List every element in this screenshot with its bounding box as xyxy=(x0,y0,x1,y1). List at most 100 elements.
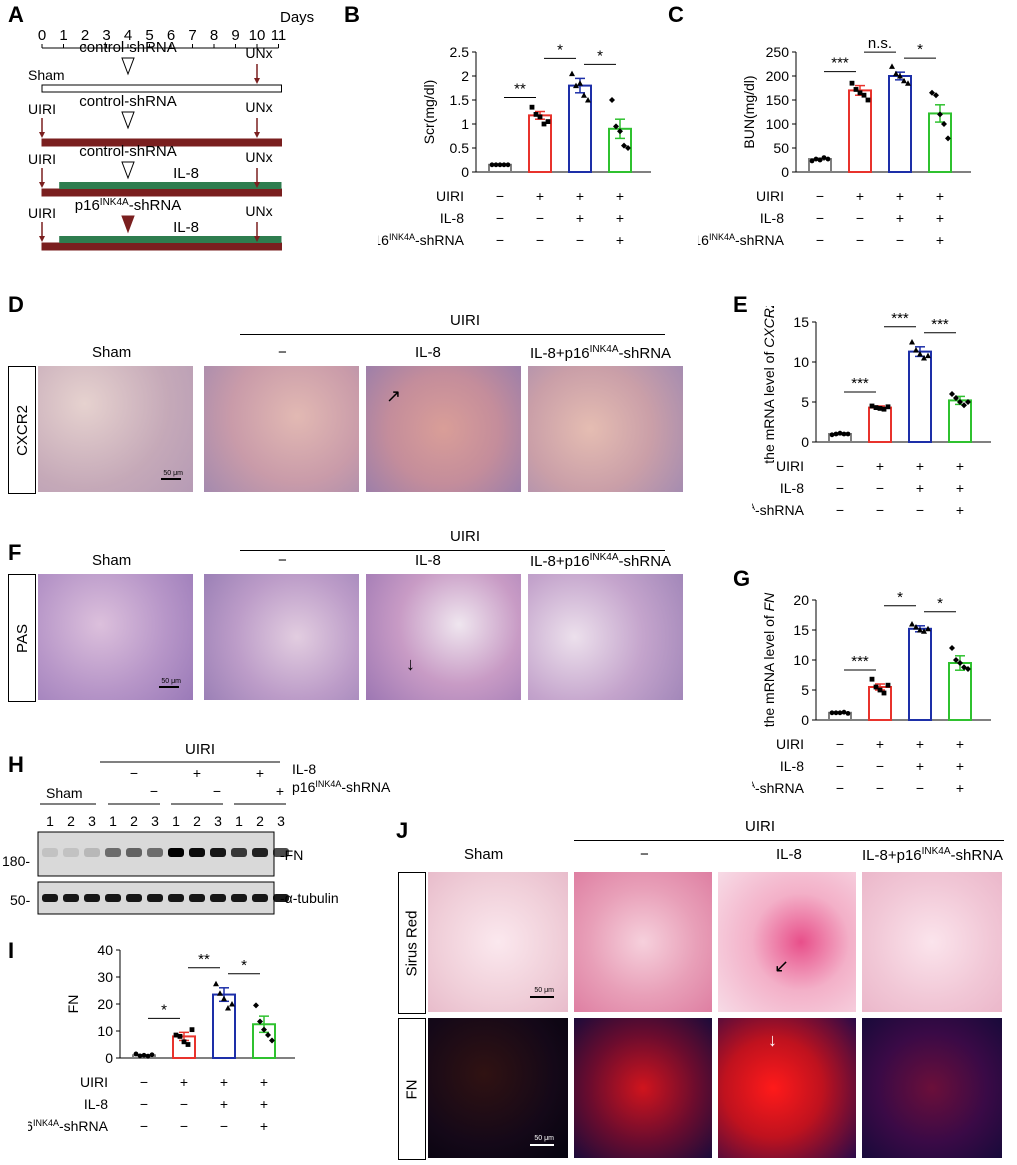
data-point xyxy=(901,77,907,84)
lane-number: 2 xyxy=(256,813,264,829)
data-point xyxy=(921,628,927,634)
tubulin-band xyxy=(273,894,289,902)
condition-sign: − xyxy=(916,502,924,518)
f-img-il8-shrna xyxy=(528,574,683,700)
lane-number: 1 xyxy=(46,813,54,829)
d-uiri-label: UIRI xyxy=(450,312,480,329)
y-axis-label: BUN(mg/dl) xyxy=(741,75,757,148)
condition-label: IL-8 xyxy=(780,480,804,496)
panel-letter-c: C xyxy=(668,2,684,27)
data-point xyxy=(873,405,879,410)
condition-sign: + xyxy=(956,758,964,774)
arrow-icon: ↓ xyxy=(406,654,415,674)
data-point xyxy=(817,157,823,163)
j-uiri-label: UIRI xyxy=(745,818,775,835)
condition-sign: − xyxy=(876,480,884,496)
timeline-tick-label: 5 xyxy=(145,27,153,44)
timeline-tick-label: 10 xyxy=(249,27,266,44)
data-point xyxy=(217,990,223,996)
timeline-il8-bar xyxy=(59,236,282,243)
data-point xyxy=(953,395,959,401)
data-point xyxy=(177,1034,183,1039)
lane-number: 2 xyxy=(130,813,138,829)
d-stain-label: CXCR2 xyxy=(13,404,31,456)
data-point xyxy=(545,119,551,124)
condition-sign: − xyxy=(496,210,504,226)
data-point xyxy=(913,347,919,353)
panel-letter-j: J xyxy=(396,818,409,843)
data-point xyxy=(189,1027,195,1033)
condition-label: IL-8 xyxy=(780,758,804,774)
d-img-il8-shrna xyxy=(528,366,683,492)
f-group-il8-shrna: IL-8+p16INK4A-shRNA xyxy=(530,552,672,570)
bar xyxy=(908,350,932,443)
data-point xyxy=(821,155,827,160)
timeline-mid-label: control-shRNA xyxy=(79,143,177,160)
sig-label: * xyxy=(161,1001,167,1018)
scale-bar-label: 50 μm xyxy=(534,987,554,994)
lane-number: 2 xyxy=(67,813,75,829)
condition-sign: + xyxy=(856,188,864,204)
condition-label: IL-8 xyxy=(440,210,464,226)
f-img-sham: 50 μm xyxy=(38,574,193,700)
data-point xyxy=(577,80,583,86)
timeline-mid-label: control-shRNA xyxy=(79,39,177,56)
chart-fn-blot: 010203040FN****UIRI−+++IL-8−−++p16INK4A-… xyxy=(28,942,295,1134)
scale-bar xyxy=(159,686,179,688)
timeline-tick-label: 4 xyxy=(124,27,132,44)
tubulin-band xyxy=(105,894,121,902)
timeline-unx-arrowhead xyxy=(254,182,260,188)
timeline-left-label: UIRI xyxy=(28,151,56,167)
panel-letter-a: A xyxy=(8,2,24,27)
tubulin-band xyxy=(231,894,247,902)
sig-label: * xyxy=(241,957,247,974)
blot-signs: −−+−++ xyxy=(108,765,286,805)
y-tick-label: 2.5 xyxy=(450,44,470,60)
timeline-tick-label: 0 xyxy=(38,27,46,44)
data-point xyxy=(585,97,591,103)
data-point xyxy=(961,402,967,409)
data-point xyxy=(957,660,963,666)
scale-bar-label: 50 μm xyxy=(534,1135,554,1142)
lane-number: 3 xyxy=(214,813,222,829)
data-point xyxy=(937,111,943,118)
y-tick-label: 200 xyxy=(766,68,790,84)
fn-band xyxy=(147,848,163,857)
y-tick-label: 40 xyxy=(97,942,113,958)
condition-sign: + xyxy=(956,502,964,518)
condition-sign: − xyxy=(816,188,824,204)
y-tick-label: 0 xyxy=(461,164,469,180)
data-point xyxy=(849,80,855,86)
j-stain-box-fn: FN xyxy=(398,1018,426,1160)
condition-sign: + xyxy=(916,758,924,774)
f-img-vehicle xyxy=(204,574,359,700)
data-point xyxy=(181,1039,187,1045)
timeline-bar xyxy=(41,188,282,197)
data-point xyxy=(533,112,539,117)
fn-band xyxy=(252,848,268,857)
data-point xyxy=(825,156,831,162)
data-point xyxy=(569,70,575,77)
sig-label: *** xyxy=(851,375,869,392)
condition-sign: − xyxy=(536,232,544,248)
timeline-unx-arrowhead xyxy=(254,236,260,242)
sig-label: *** xyxy=(831,55,849,72)
timeline-left-label: Sham xyxy=(28,67,65,83)
bar xyxy=(908,627,932,721)
data-point xyxy=(941,121,947,127)
d-group-sham: Sham xyxy=(92,344,132,361)
blot-marker-50: 50- xyxy=(10,892,31,908)
timeline-panel: 0 1 2 3 4 5 6 7 8 9 10 11 Days Sham control-shRNA UNx… xyxy=(28,9,314,251)
j-stain-box-sirius: Sirus Red xyxy=(398,872,426,1014)
condition-sign: + xyxy=(220,1074,228,1090)
blot-shrna-sign: − xyxy=(213,783,221,799)
data-point xyxy=(925,625,931,632)
condition-sign: + xyxy=(956,480,964,496)
bar xyxy=(948,399,972,443)
condition-label: p16INK4A-shRNA xyxy=(752,502,805,518)
condition-sign: − xyxy=(536,210,544,226)
condition-sign: + xyxy=(876,736,884,752)
